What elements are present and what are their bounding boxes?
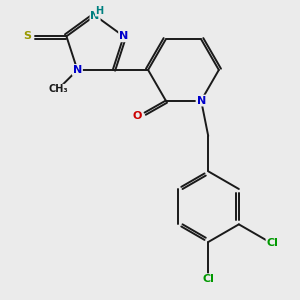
Text: CH₃: CH₃ bbox=[48, 84, 68, 94]
Text: N: N bbox=[119, 31, 128, 41]
Text: Cl: Cl bbox=[266, 238, 278, 248]
Text: Cl: Cl bbox=[202, 274, 214, 284]
Text: H: H bbox=[96, 6, 104, 16]
Text: N: N bbox=[73, 65, 82, 75]
Text: S: S bbox=[23, 31, 31, 41]
Text: N: N bbox=[90, 11, 100, 20]
Text: N: N bbox=[196, 96, 206, 106]
Text: O: O bbox=[132, 112, 142, 122]
